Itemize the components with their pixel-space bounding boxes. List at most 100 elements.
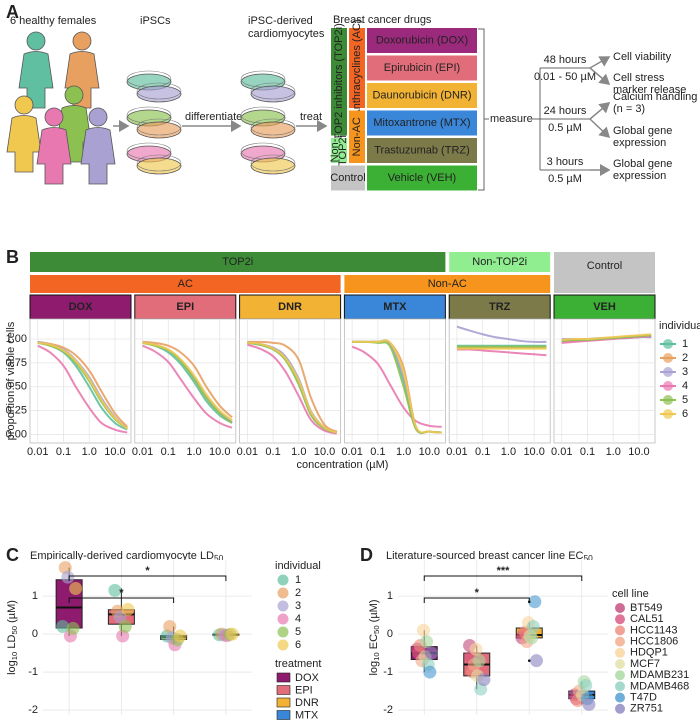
legend-label: HCC1806 — [630, 636, 678, 648]
y-tick-label: 0.75 — [6, 357, 27, 369]
legend-swatch — [615, 703, 625, 714]
strip-label: Non-TOP2i — [472, 256, 527, 268]
x-tick-label: 0.1 — [161, 446, 176, 458]
dish-rim — [250, 82, 296, 100]
significance-bracket — [423, 575, 583, 581]
chart-title-part: 50 — [583, 553, 593, 563]
y-tick-label: -1 — [383, 666, 393, 678]
time-label: 24 hours — [544, 105, 587, 117]
facet-header — [29, 294, 132, 320]
facet-title: TRZ — [489, 301, 511, 313]
x-tick-label: 0.1 — [265, 446, 280, 458]
ipsc-label: iPSCs — [140, 15, 171, 27]
curve — [351, 345, 442, 428]
strip-label: Non-AC — [428, 278, 467, 290]
y-axis-title-part: log — [6, 660, 18, 675]
panel-label: C — [6, 545, 19, 565]
chart-title-part: Literature-sourced breast cancer line EC — [386, 550, 584, 562]
point — [66, 621, 80, 635]
legend-swatch — [615, 625, 625, 636]
class-label: Non- — [329, 138, 341, 162]
outcome-label: Calcium handling — [613, 91, 697, 103]
x-tick-label: 1.0 — [501, 446, 516, 458]
legend-swatch — [615, 636, 625, 647]
y-tick-label: 0.00 — [6, 428, 27, 440]
curve — [37, 341, 128, 430]
legend-label: MCF7 — [630, 658, 660, 670]
y-axis-title: log10 LD50 (µM) — [6, 600, 19, 675]
class-bar — [331, 138, 347, 163]
significance-bracket — [68, 597, 175, 603]
legend-label: 6 — [682, 408, 688, 420]
y-tick-label: 0.25 — [6, 404, 27, 416]
point — [173, 629, 187, 643]
arrow — [589, 67, 611, 85]
person-icon — [80, 127, 116, 185]
time-label: 48 hours — [544, 54, 587, 66]
arrow — [589, 102, 611, 120]
y-tick-label: 0.50 — [6, 381, 27, 393]
class-label: Non-AC — [351, 117, 363, 156]
dish — [136, 121, 182, 139]
legend-title: treatment — [275, 658, 321, 670]
strip-label: Control — [587, 260, 622, 272]
x-tick-label: 1.0 — [82, 446, 97, 458]
x-tick-label: 10.0 — [104, 446, 125, 458]
legend-swatch — [663, 381, 673, 391]
legend-label: 5 — [682, 394, 688, 406]
drug-label: Mitoxantrone (MTX) — [373, 117, 470, 129]
outcome-label: marker release — [613, 84, 686, 96]
chart-title: Literature-sourced breast cancer line EC… — [386, 550, 593, 563]
drug-box — [367, 110, 477, 136]
dish — [250, 157, 296, 175]
x-tick-label: 10.0 — [628, 446, 649, 458]
legend-label: HCC1143 — [630, 624, 678, 636]
dose-label: 0.5 µM — [548, 173, 582, 185]
cm-label: iPSC-derived — [248, 15, 313, 27]
x-tick-label: 1.0 — [291, 446, 306, 458]
point — [424, 646, 438, 660]
legend-title: cell line — [612, 588, 649, 600]
y-axis-title-part: 10 — [372, 652, 381, 661]
class-label: Anthracyclines (AC) — [351, 19, 363, 116]
outcome-label: expression — [613, 137, 666, 149]
legend-label: MTX — [295, 709, 319, 721]
significance-bracket — [68, 575, 227, 581]
y-tick-label: 1 — [387, 590, 393, 602]
y-axis-title-part: (µM) — [6, 600, 18, 626]
dish — [136, 157, 182, 175]
x-axis-title: concentration (µM) — [297, 459, 389, 471]
legend-label: 2 — [295, 587, 301, 599]
point — [526, 619, 540, 633]
curve — [247, 343, 338, 435]
point — [56, 619, 70, 633]
arrow — [589, 56, 611, 69]
significance-label: * — [145, 565, 150, 577]
legend-swatch — [615, 603, 625, 613]
point — [225, 627, 239, 641]
bracket — [478, 28, 485, 191]
x-tick-label: 10.0 — [209, 446, 230, 458]
point — [121, 602, 135, 616]
legend-swatch — [663, 409, 673, 419]
drug-box — [367, 138, 477, 163]
legend-swatch — [615, 647, 625, 658]
legend-label: ZR751 — [630, 703, 663, 715]
cm-label: cardiomyocytes — [248, 28, 325, 40]
x-tick-label: 0.1 — [56, 446, 71, 458]
point — [118, 619, 132, 633]
drug-label: Daunorubicin (DNR) — [372, 89, 471, 101]
class-label: Control — [330, 172, 365, 184]
x-tick-label: 0.01 — [341, 446, 362, 458]
y-axis-title: log10 EC50 (µM) — [368, 599, 381, 675]
x-tick-label: 0.1 — [580, 446, 595, 458]
dish-rim — [136, 154, 182, 172]
point — [528, 595, 542, 609]
strip — [30, 252, 446, 272]
time-label: 3 hours — [547, 156, 584, 168]
class-bar — [331, 165, 365, 191]
point — [108, 583, 122, 597]
arrow — [589, 118, 611, 139]
y-tick-label: -1 — [28, 666, 38, 678]
